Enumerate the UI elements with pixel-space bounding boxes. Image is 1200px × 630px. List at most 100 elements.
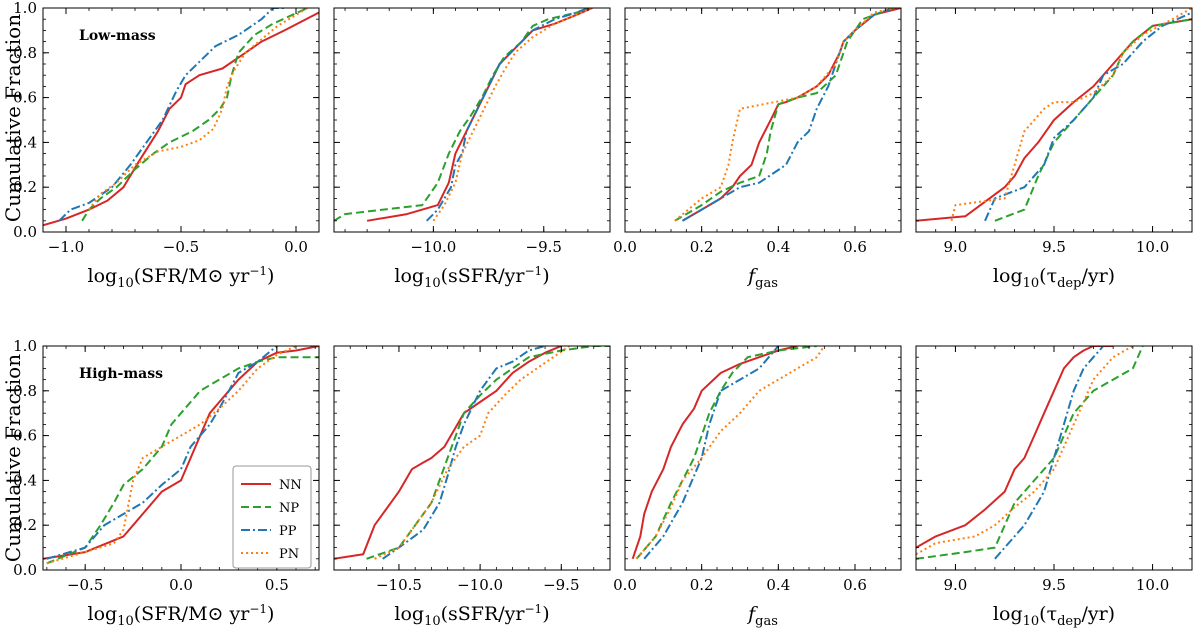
- series-group: [916, 346, 1144, 560]
- series-group: [334, 346, 610, 560]
- series-line-pp: [681, 8, 894, 222]
- y-tick-label: 1.0: [13, 337, 37, 355]
- series-line-np: [994, 18, 1192, 222]
- x-axis-label: fgas: [746, 603, 778, 629]
- x-tick-label: 10.0: [1136, 576, 1169, 594]
- y-tick-label: 0.4: [13, 471, 37, 489]
- x-axis-label: fgas: [746, 265, 778, 291]
- legend-label-np: NP: [279, 501, 299, 516]
- series-group: [43, 346, 319, 565]
- series-line-np: [674, 8, 894, 222]
- panel-3: 0.0 0.2 0.4 0.6 fgas: [613, 7, 902, 291]
- series-line-nn: [334, 346, 562, 560]
- x-tick-label: 0.6: [843, 576, 867, 594]
- series-line-np: [916, 346, 1144, 560]
- y-tick-label: 0.8: [13, 382, 37, 400]
- series-group: [674, 8, 901, 222]
- y-tick-label: 0.6: [13, 427, 37, 445]
- x-tick-label: 9.5: [1042, 576, 1066, 594]
- row-label: Low-mass: [79, 28, 156, 44]
- series-line-np: [334, 8, 589, 222]
- series-line-pp: [382, 346, 546, 560]
- series-group: [334, 8, 593, 222]
- legend-box: [232, 465, 312, 569]
- x-tick-label: 0.4: [766, 576, 790, 594]
- legend-label-pn: PN: [279, 547, 299, 562]
- series-group: [43, 8, 319, 227]
- y-tick-label: 0.2: [13, 516, 37, 534]
- series-line-np: [366, 346, 610, 560]
- series-line-pn: [916, 346, 1134, 556]
- legend: NN NP PP PN: [232, 465, 312, 569]
- series-group: [916, 8, 1192, 222]
- legend-label-pp: PP: [279, 524, 297, 539]
- series-line-pp: [425, 8, 589, 222]
- panel-4: 9.0 9.5 10.0 log10(τdep/yr): [915, 7, 1193, 291]
- series-line-np: [46, 356, 319, 565]
- x-tick-label: 0.0: [613, 238, 637, 256]
- series-line-np: [635, 346, 817, 560]
- y-tick-label: 0.0: [13, 561, 37, 579]
- panel-2: −10.0 −9.5 log10(sSFR/yr−1): [333, 7, 611, 291]
- axes-frame: [333, 345, 611, 571]
- panel-8: 9.0 9.5 10.0 log10(τdep/yr): [915, 345, 1193, 629]
- series-group: [631, 346, 826, 560]
- legend-label-nn: NN: [279, 478, 302, 493]
- x-tick-label: 0.6: [843, 238, 867, 256]
- series-line-pn: [950, 8, 1192, 222]
- series-line-nn: [43, 11, 319, 227]
- x-tick-label: 0.0: [169, 576, 193, 594]
- panels: 0.0 0.2 0.4 0.6 0.8 1.0 −1.0 −0.5 0.0 log10(SFR/M…: [13, 0, 1193, 629]
- series-line-nn: [43, 346, 319, 560]
- x-axis-label: log10(sSFR/yr−1): [394, 264, 549, 291]
- row-label: High-mass: [79, 366, 163, 382]
- series-line-pn: [46, 346, 297, 565]
- panel-6: −10.5 −10.0 −9.5 log10(sSFR/yr−1): [333, 345, 611, 629]
- series-line-pp: [643, 346, 780, 560]
- y-axis-label-bottom: Cumulative Fraction: [1, 354, 25, 562]
- series-line-nn: [631, 346, 798, 560]
- panel-1: 0.0 0.2 0.4 0.6 0.8 1.0 −1.0 −0.5 0.0 log10(SFR/M…: [13, 0, 320, 291]
- x-tick-label: 0.2: [690, 238, 714, 256]
- x-tick-label: 0.2: [690, 576, 714, 594]
- x-axis-label: log10(τdep/yr): [993, 265, 1115, 291]
- series-line-np: [81, 8, 308, 222]
- x-tick-label: −1.0: [48, 238, 84, 256]
- series-line-pn: [432, 8, 593, 222]
- x-tick-label: −9.5: [526, 238, 562, 256]
- x-tick-label: 0.0: [284, 238, 308, 256]
- y-tick-label: 1.0: [13, 0, 37, 17]
- x-tick-label: 0.0: [613, 576, 637, 594]
- y-tick-label: 0.4: [13, 133, 37, 151]
- y-tick-label: 0.8: [13, 44, 37, 62]
- series-line-nn: [681, 8, 901, 222]
- x-axis-label: log10(sSFR/yr−1): [394, 602, 549, 629]
- x-tick-label: −0.5: [67, 576, 103, 594]
- series-line-pp: [46, 346, 278, 560]
- x-tick-label: 10.0: [1136, 238, 1169, 256]
- y-tick-label: 0.2: [13, 178, 37, 196]
- axes-frame: [915, 345, 1193, 571]
- series-line-pn: [674, 8, 894, 222]
- y-tick-label: 0.6: [13, 89, 37, 107]
- x-tick-label: 9.0: [943, 238, 967, 256]
- series-line-nn: [366, 8, 593, 222]
- x-tick-label: −10.0: [410, 238, 456, 256]
- series-line-nn: [916, 346, 1114, 549]
- series-line-pn: [374, 346, 570, 560]
- panel-5: 0.0 0.2 0.4 0.6 0.8 1.0 −0.5 0.0 0.5 log10(SFR/M⊙…: [13, 337, 320, 629]
- series-line-pp: [994, 346, 1105, 560]
- series-line-nn: [916, 18, 1192, 222]
- x-tick-label: −9.5: [543, 576, 579, 594]
- x-tick-label: −10.0: [457, 576, 503, 594]
- x-tick-label: 9.5: [1042, 238, 1066, 256]
- x-tick-label: 9.0: [943, 576, 967, 594]
- x-tick-label: 0.5: [265, 576, 289, 594]
- series-line-pn: [635, 346, 826, 560]
- x-axis-label: log10(τdep/yr): [993, 603, 1115, 629]
- series-line-pp: [984, 11, 1192, 222]
- x-tick-label: −0.5: [163, 238, 199, 256]
- y-axis-label-top: Cumulative Fraction: [1, 14, 25, 222]
- x-axis-label: log10(SFR/M⊙ yr−1): [88, 602, 275, 629]
